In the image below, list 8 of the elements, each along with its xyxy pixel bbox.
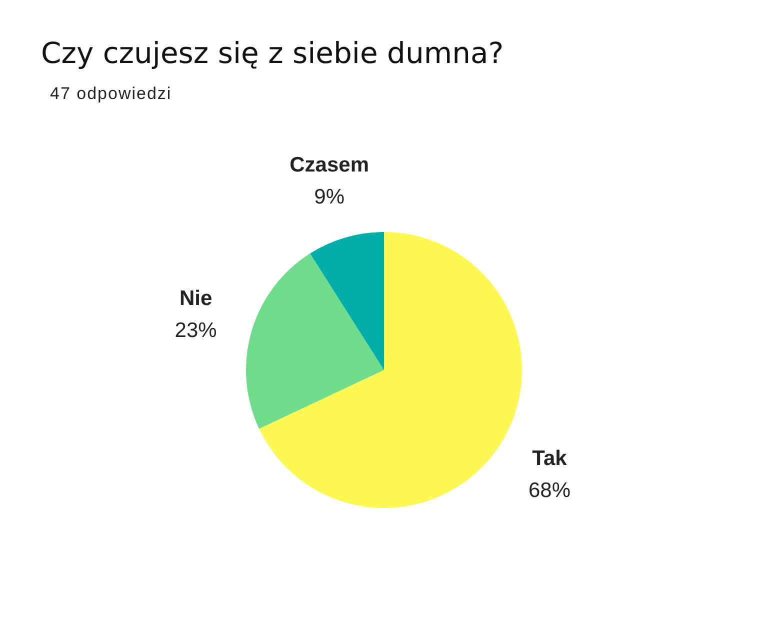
chart-subtitle: 47 odpowiedzi [50,84,172,104]
data-label: 68% [528,478,571,502]
slice-label: Tak [532,446,568,470]
chart-title: Czy czujesz się z siebie dumna? [41,36,504,70]
data-label: 9% [314,186,344,209]
slice-label: Czasem [290,154,370,177]
slice-label: Nie [179,287,212,310]
data-label: 23% [174,319,217,342]
